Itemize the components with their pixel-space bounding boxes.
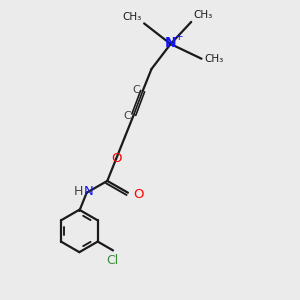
- Text: O: O: [111, 152, 122, 165]
- Text: O: O: [133, 188, 144, 201]
- Text: Cl: Cl: [106, 254, 118, 267]
- Text: CH₃: CH₃: [193, 10, 212, 20]
- Text: N: N: [83, 185, 93, 198]
- Text: N: N: [165, 35, 176, 50]
- Text: C: C: [124, 111, 131, 121]
- Text: H: H: [74, 185, 83, 198]
- Text: CH₃: CH₃: [122, 12, 142, 22]
- Text: CH₃: CH₃: [205, 54, 224, 64]
- Text: C: C: [132, 85, 140, 94]
- Text: +: +: [175, 32, 183, 42]
